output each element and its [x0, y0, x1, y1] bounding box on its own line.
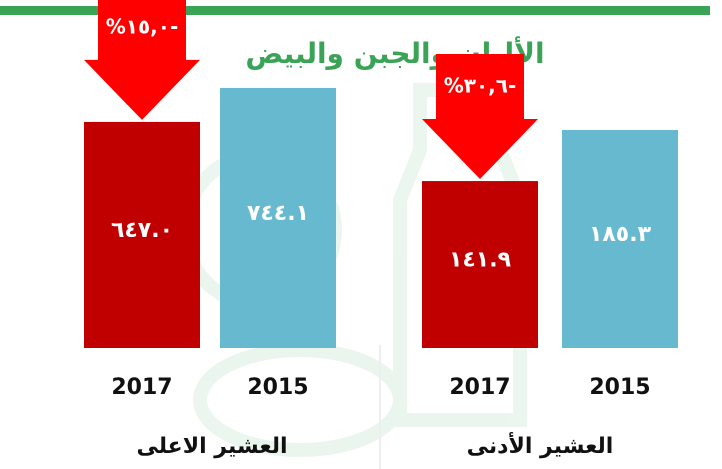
x-tick-label: 2015 [589, 375, 650, 400]
value-label: ٦٤٧.٠ [111, 218, 173, 243]
x-tick-label: 2017 [111, 375, 172, 400]
x-axis-label: العشير الأدنى [467, 431, 614, 459]
x-tick-label: 2015 [247, 375, 308, 400]
annotation: %١٥,٠- [106, 14, 179, 38]
x-axis-label: العشير الاعلى [136, 434, 287, 459]
value-label: ٧٤٤.١ [247, 201, 309, 226]
annotation: %٣٠,٦- [444, 74, 517, 98]
value-label: ١٤١.٩ [449, 248, 511, 273]
value-label: ١٨٥.٣ [589, 222, 652, 247]
x-tick-label: 2017 [449, 375, 510, 400]
chart: الألبان والجبن والبيض ١٨٥.٣2015١٤١.٩2017… [0, 0, 722, 469]
